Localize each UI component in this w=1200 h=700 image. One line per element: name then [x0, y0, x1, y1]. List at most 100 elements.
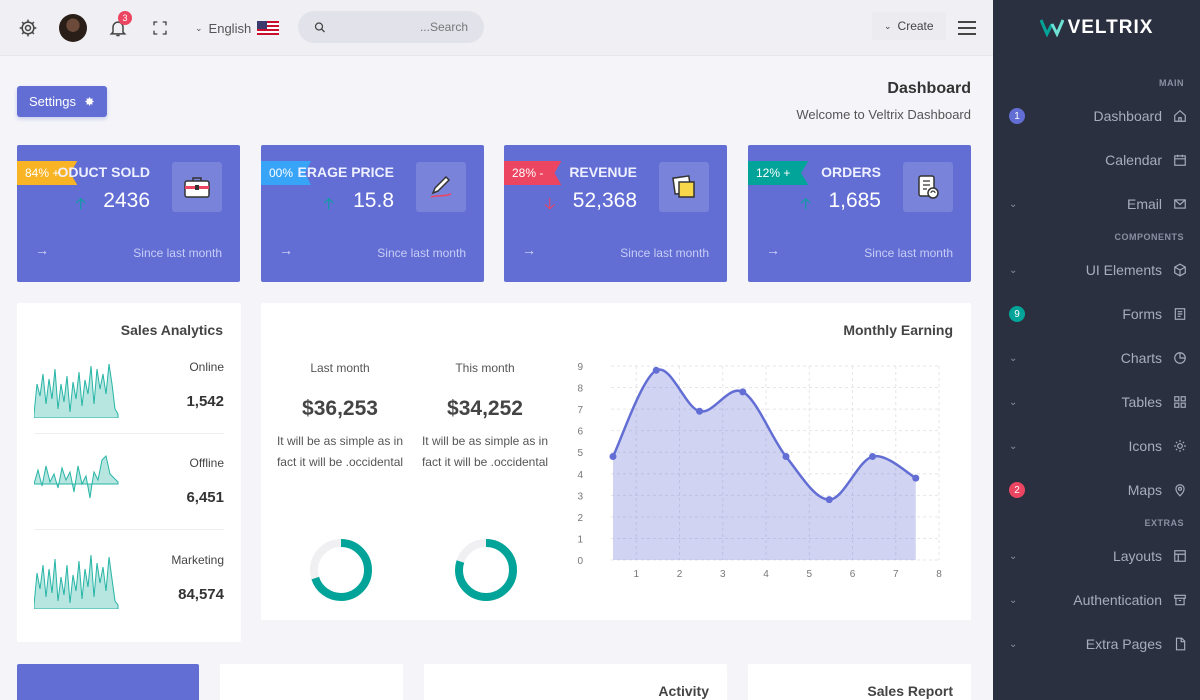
sales-row-online: Online 1,542 [34, 348, 224, 428]
dashboard-badge: 1 [1009, 108, 1025, 124]
calendar-icon [1172, 152, 1188, 168]
sidebar-item-label: Maps [1127, 482, 1162, 498]
x-tick-label: 3 [720, 569, 726, 580]
sidebar-item-layouts[interactable]: ⌄ Layouts [993, 534, 1200, 578]
clipboard-icon [1172, 306, 1188, 322]
create-dropdown-button[interactable]: ⌄ Create [872, 12, 946, 40]
stat-badge: 84% + [17, 161, 78, 185]
user-avatar-button[interactable] [59, 0, 87, 56]
sidebar-item-label: Tables [1121, 394, 1162, 410]
search-icon[interactable] [314, 21, 326, 34]
language-selector[interactable]: ⌄ English [195, 0, 280, 56]
data-point[interactable] [825, 496, 833, 504]
stat-badge: 12% + [748, 161, 809, 185]
y-tick-label: 7 [577, 405, 583, 416]
earning-amount: $36,253 [302, 397, 378, 420]
sidebar-item-label: Extra Pages [1085, 636, 1162, 652]
home-icon [1172, 108, 1188, 124]
sidebar-item-maps[interactable]: 2 Maps [993, 468, 1200, 512]
arrow-right-icon[interactable]: → [35, 242, 49, 258]
sales-row-label: Offline [189, 456, 224, 470]
sparkline-online [34, 363, 119, 418]
sidebar-item-label: Authentication [1073, 592, 1162, 608]
fullscreen-button[interactable] [152, 0, 168, 56]
earning-description: It will be as simple as in fact it will … [421, 434, 549, 469]
panel-title: Monthly Earning [843, 322, 953, 338]
y-tick-label: 3 [577, 491, 583, 502]
sidebar: VELTRIX MAIN 1 Dashboard Calendar ⌄ Emai… [993, 0, 1200, 700]
sidebar-item-email[interactable]: ⌄ Email [993, 182, 1200, 226]
earning-description: It will be as simple as in fact it will … [276, 434, 404, 469]
avatar [59, 14, 87, 42]
sidebar-item-dashboard[interactable]: 1 Dashboard [993, 94, 1200, 138]
gear-icon [85, 97, 94, 106]
sparkline-marketing [34, 554, 119, 609]
brand-logo[interactable]: VELTRIX [993, 0, 1200, 56]
data-point[interactable] [696, 407, 703, 415]
us-flag-icon [257, 21, 280, 35]
file-icon [1172, 636, 1188, 652]
sales-report-panel: Sales Report [748, 664, 971, 700]
y-tick-label: 5 [577, 448, 583, 459]
chevron-down-icon: ⌄ [1009, 352, 1018, 364]
this-month-column: This month $34,252 It will be as simple … [420, 361, 550, 472]
sidebar-item-authentication[interactable]: ⌄ Authentication [993, 578, 1200, 622]
panel-title: Sales Report [867, 683, 953, 699]
data-point[interactable] [912, 474, 920, 482]
search-box [298, 11, 484, 43]
arrow-right-icon[interactable]: → [522, 242, 536, 258]
mail-icon [1172, 196, 1188, 212]
sidebar-item-extra-pages[interactable]: ⌄ Extra Pages [993, 622, 1200, 666]
data-point[interactable] [782, 453, 790, 461]
x-tick-label: 2 [677, 569, 683, 580]
search-input[interactable] [338, 20, 468, 34]
notifications-button[interactable]: 3 [108, 0, 132, 56]
last-month-column: Last month $36,253 It will be as simple … [275, 361, 405, 472]
settings-button[interactable]: Settings [17, 86, 107, 117]
stat-title: ERAGE PRICE [297, 164, 394, 180]
monthly-earning-panel: Monthly Earning Last month $36,253 It wi… [261, 303, 971, 620]
sidebar-item-icons[interactable]: ⌄ Icons [993, 424, 1200, 468]
sales-analytics-panel: Sales Analytics Online 1,542 Offline 6,4… [17, 303, 241, 642]
data-point[interactable] [869, 453, 876, 461]
maps-badge: 2 [1009, 482, 1025, 498]
sales-row-value: 6,451 [186, 489, 224, 506]
arrow-up-icon: 🡡 [323, 196, 335, 213]
panel-title: Activity [658, 683, 709, 699]
bottom-primary-card [17, 664, 199, 700]
stat-value: 1,685 [828, 189, 881, 212]
sidebar-item-label: UI Elements [1085, 262, 1162, 278]
menu-toggle-button[interactable] [958, 0, 976, 56]
arrow-down-icon: 🡣 [544, 196, 556, 213]
archive-icon [1172, 592, 1188, 608]
sidebar-item-ui-elements[interactable]: ⌄ UI Elements [993, 248, 1200, 292]
arrow-right-icon[interactable]: → [766, 242, 780, 258]
x-tick-label: 8 [936, 569, 942, 580]
sidebar-item-label: Calendar [1105, 152, 1162, 168]
monthly-earning-chart: 0 1 2 3 4 5 6 7 8 9 1 2 3 4 5 6 7 8 [577, 362, 942, 580]
settings-gear-button[interactable] [18, 0, 38, 56]
x-tick-label: 6 [850, 569, 856, 580]
layout-icon [1172, 548, 1188, 564]
stat-card-revenue: 28% - REVENUE 🡣 52,368 → Since last mont… [504, 145, 727, 282]
pie-chart-icon [1172, 350, 1188, 366]
data-point[interactable] [609, 453, 617, 461]
x-tick-label: 4 [763, 569, 769, 580]
last-month-ring [310, 539, 372, 601]
y-tick-label: 9 [577, 362, 583, 373]
divider [34, 433, 224, 434]
arrow-right-icon[interactable]: → [279, 242, 293, 258]
sun-icon [1172, 438, 1188, 454]
stat-value: 15.8 [353, 189, 394, 212]
data-point[interactable] [652, 366, 660, 374]
y-tick-label: 2 [577, 513, 583, 524]
sidebar-item-calendar[interactable]: Calendar [993, 138, 1200, 182]
language-label: English [208, 20, 252, 36]
gear-icon [19, 19, 37, 37]
sidebar-item-charts[interactable]: ⌄ Charts [993, 336, 1200, 380]
sidebar-item-tables[interactable]: ⌄ Tables [993, 380, 1200, 424]
data-point[interactable] [739, 388, 747, 396]
sidebar-item-forms[interactable]: 9 Forms [993, 292, 1200, 336]
y-tick-label: 6 [577, 427, 583, 438]
document-sync-icon [903, 162, 953, 212]
